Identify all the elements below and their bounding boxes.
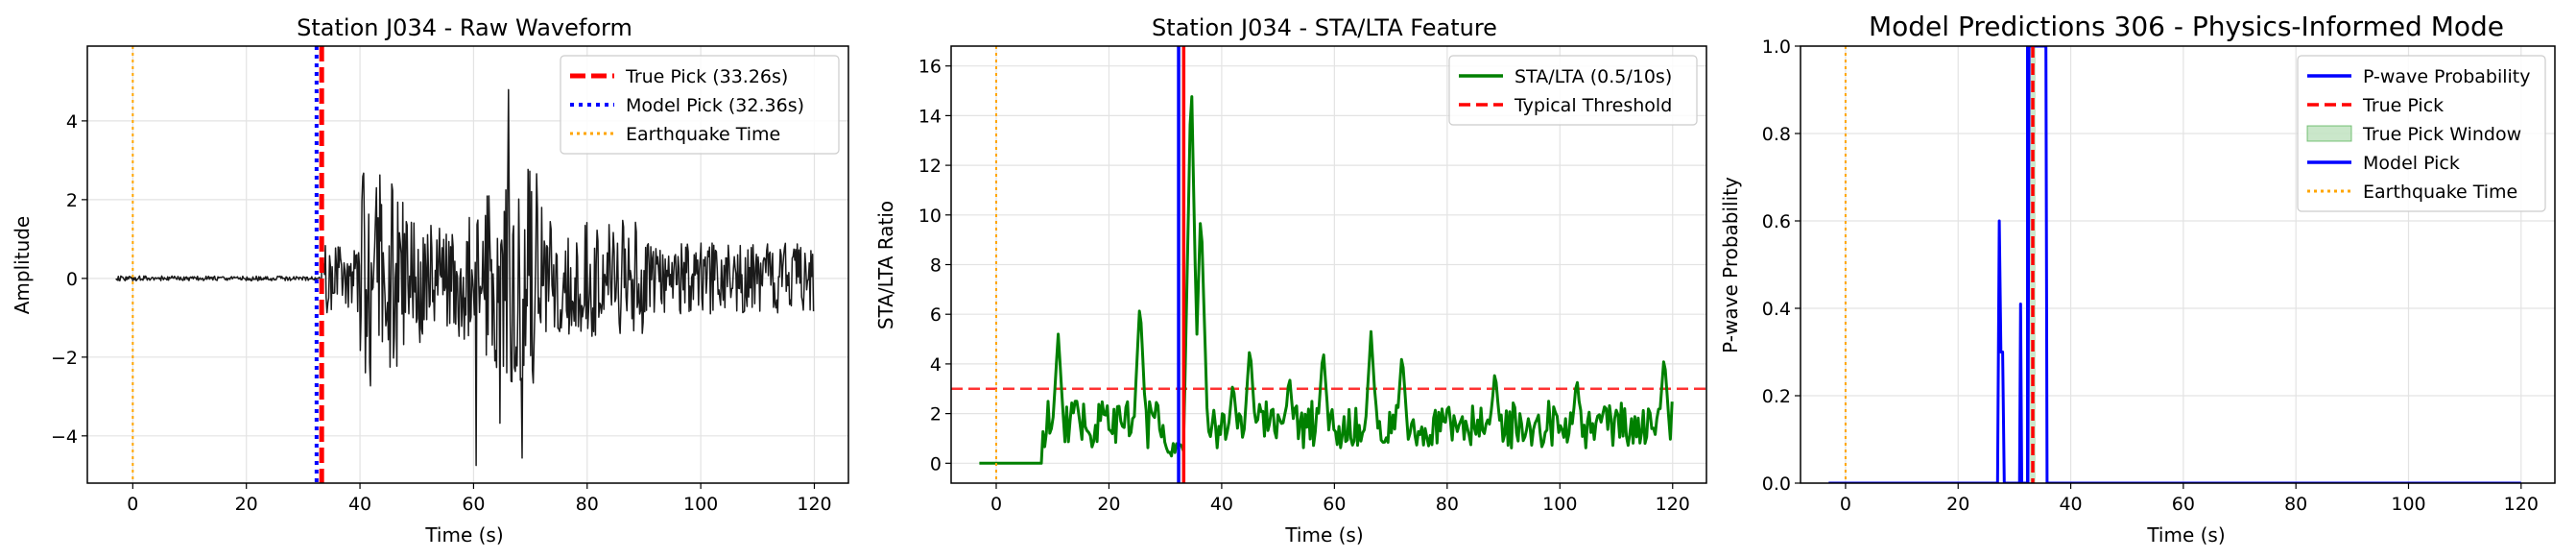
y-tick-label: 12 — [918, 156, 942, 177]
x-axis-label: Time (s) — [1284, 523, 1363, 547]
legend-label: Model Pick — [2363, 153, 2460, 174]
legend: True Pick (33.26s) Model Pick (32.36s) Ear… — [560, 55, 840, 155]
y-ticks: −4 −2 0 2 4 — [51, 111, 87, 448]
y-tick-label: 0.4 — [1762, 299, 1791, 320]
x-tick-label: 100 — [1542, 494, 1577, 515]
y-tick-label: 2 — [66, 190, 78, 211]
legend: P-wave Probability True Pick True Pick Win… — [2297, 55, 2546, 212]
x-tick-label: 0 — [1840, 494, 1851, 515]
y-axis-label: P-wave Probability — [1719, 177, 1742, 353]
x-tick-label: 100 — [683, 494, 718, 515]
y-tick-label: 4 — [930, 354, 942, 376]
x-tick-label: 100 — [2391, 494, 2425, 515]
chart-title: Model Predictions 306 - Physics-Informed… — [1869, 11, 2504, 42]
x-ticks: 0 20 40 60 80 100 120 — [127, 483, 832, 515]
x-tick-label: 60 — [462, 494, 485, 515]
legend-label: Earthquake Time — [626, 124, 780, 145]
legend-label: True Pick Window — [2362, 124, 2521, 145]
series-line — [1828, 46, 2521, 483]
y-tick-label: 0.0 — [1762, 474, 1791, 495]
y-tick-label: 16 — [918, 57, 942, 78]
axes-frame — [86, 45, 849, 484]
y-axis-label: STA/LTA Ratio — [874, 201, 897, 329]
waveform-panel: Station J034 - Raw Waveform Time (s) Amp… — [11, 14, 849, 547]
legend-box — [2297, 55, 2546, 212]
y-tick-label: 0.8 — [1762, 124, 1791, 145]
legend-label: P-wave Probability — [2363, 66, 2531, 87]
legend-label: Earthquake Time — [2363, 182, 2517, 203]
legend-label: True Pick — [2362, 95, 2444, 116]
series-line — [115, 88, 815, 467]
y-tick-label: 0.2 — [1762, 386, 1791, 407]
y-tick-label: 8 — [930, 255, 942, 277]
legend-label: STA/LTA (0.5/10s) — [1515, 66, 1672, 87]
axes-frame — [950, 45, 1707, 484]
legend: STA/LTA (0.5/10s) Typical Threshold — [1448, 55, 1698, 126]
y-tick-label: 0 — [66, 269, 78, 290]
y-tick-label: 4 — [66, 111, 78, 133]
y-tick-label: 2 — [930, 404, 942, 425]
plot-area — [115, 46, 815, 483]
stalta-panel: Station J034 - STA/LTA Feature Time (s) … — [874, 14, 1707, 547]
y-tick-label: 0 — [930, 453, 942, 474]
x-tick-label: 0 — [127, 494, 138, 515]
y-tick-label: 10 — [918, 206, 942, 227]
x-tick-label: 40 — [348, 494, 371, 515]
x-axis-label: Time (s) — [2146, 523, 2225, 547]
y-ticks: 0 2 4 6 8 10 12 14 16 — [918, 57, 951, 474]
x-tick-label: 0 — [990, 494, 1002, 515]
x-tick-label: 120 — [1656, 494, 1690, 515]
x-tick-label: 20 — [235, 494, 258, 515]
legend-box — [560, 55, 840, 155]
x-tick-label: 120 — [797, 494, 831, 515]
legend-label: True Pick (33.26s) — [625, 66, 788, 87]
x-tick-label: 40 — [1210, 494, 1233, 515]
x-tick-label: 80 — [576, 494, 599, 515]
x-tick-label: 20 — [1946, 494, 1969, 515]
y-ticks: 0.0 0.2 0.4 0.6 0.8 1.0 — [1762, 36, 1801, 495]
legend-box — [1448, 55, 1698, 126]
x-tick-label: 80 — [2284, 494, 2307, 515]
x-tick-label: 20 — [1097, 494, 1120, 515]
y-tick-label: 1.0 — [1762, 36, 1791, 58]
legend-label: Model Pick (32.36s) — [626, 95, 804, 116]
chart-title: Station J034 - STA/LTA Feature — [1152, 14, 1497, 41]
x-tick-label: 60 — [2172, 494, 2195, 515]
y-tick-label: −2 — [51, 348, 78, 369]
y-tick-label: 14 — [918, 106, 942, 127]
legend-label: Typical Threshold — [1514, 95, 1672, 116]
x-tick-label: 60 — [1323, 494, 1346, 515]
x-ticks: 0 20 40 60 80 100 120 — [1840, 483, 2539, 515]
legend-swatch — [2306, 125, 2352, 142]
chart-title: Station J034 - Raw Waveform — [297, 14, 632, 41]
x-tick-label: 80 — [1436, 494, 1459, 515]
prediction-panel: Model Predictions 306 - Physics-Informed… — [1719, 11, 2556, 547]
series-line — [979, 95, 1674, 465]
x-ticks: 0 20 40 60 80 100 120 — [990, 483, 1690, 515]
axes-frame — [1800, 45, 2556, 484]
x-tick-label: 40 — [2059, 494, 2082, 515]
y-axis-label: Amplitude — [11, 216, 34, 315]
y-tick-label: 0.6 — [1762, 211, 1791, 232]
y-tick-label: 6 — [930, 304, 942, 326]
y-tick-label: −4 — [51, 426, 78, 448]
plot-area — [951, 46, 1706, 483]
x-axis-label: Time (s) — [424, 523, 503, 547]
plot-area — [1828, 46, 2521, 483]
x-tick-label: 120 — [2504, 494, 2539, 515]
